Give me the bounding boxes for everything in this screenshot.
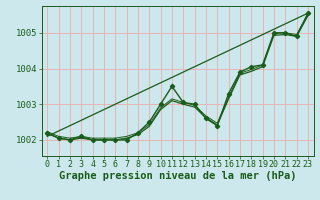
X-axis label: Graphe pression niveau de la mer (hPa): Graphe pression niveau de la mer (hPa) [59, 171, 296, 181]
